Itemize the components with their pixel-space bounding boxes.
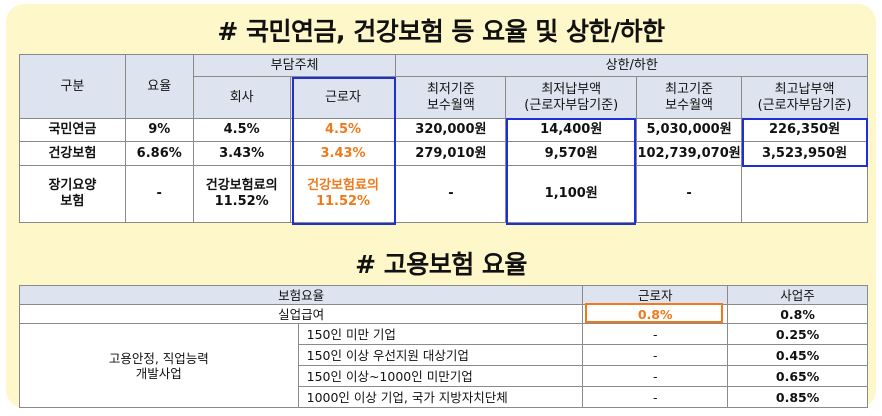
row-min-base: 320,000원 <box>395 118 507 142</box>
header-insurance-rate: 보험요율 <box>18 285 584 305</box>
row-min-pay: 9,570원 <box>505 141 638 166</box>
header-max-pay: 최고납부액 (근로자부담기준) <box>741 76 868 119</box>
row-min-base: 279,010원 <box>395 141 507 166</box>
row-worker: 건강보험료의 11.52% <box>289 165 397 223</box>
header-max-base: 최고기준 보수월액 <box>636 76 743 119</box>
header-employer: 사업주 <box>727 285 868 305</box>
row-employer: 0.65% <box>727 365 868 387</box>
table-row: 150인 이상 우선지원 대상기업 - 0.45% <box>20 344 868 366</box>
row-employer: 0.85% <box>727 386 868 408</box>
header-burden: 부담주체 <box>192 54 397 77</box>
header-worker: 근로자 <box>289 76 397 119</box>
row-worker: 0.8% <box>582 304 729 324</box>
header-company: 회사 <box>192 76 291 119</box>
page-title: # 국민연금, 건강보험 등 요율 및 상한/하한 <box>217 17 665 46</box>
row-company: 4.5% <box>192 118 291 142</box>
row-rate: 6.86% <box>124 141 194 166</box>
row-min-pay: 1,100원 <box>505 165 638 223</box>
table-row: 고용안정, 직업능력 개발사업 150인 미만 기업 - 0.25% <box>19 323 868 408</box>
section-title: # 고용보험 요율 <box>355 250 527 279</box>
header-min-pay: 최저납부액 (근로자부담기준) <box>505 76 638 119</box>
row-worker: - <box>582 386 729 408</box>
row-min-pay: 14,400원 <box>505 118 638 142</box>
stability-label: 고용안정, 직업능력 개발사업 <box>19 323 299 408</box>
row-rate: - <box>124 165 194 223</box>
table-row: 건강보험 6.86% 3.43% 3.43% 279,010원 9,570원 1… <box>19 141 868 166</box>
row-employer: 0.8% <box>727 304 868 324</box>
employment-insurance-table: 보험요율 근로자 사업주 실업급여 0.8% 0.8% 고용안정, 직업능력 개… <box>18 285 868 408</box>
row-name: 건강보험 <box>19 141 126 166</box>
row-worker: 3.43% <box>289 141 397 166</box>
table-row: 장기요양 보험 - 건강보험료의 11.52% 건강보험료의 11.52% - … <box>19 165 868 223</box>
row-company: 3.43% <box>192 141 291 166</box>
header-category: 구분 <box>19 54 126 119</box>
table-row: 1000인 이상 기업, 국가 지방자치단체 - 0.85% <box>20 386 868 408</box>
row-label: 150인 미만 기업 <box>297 323 584 345</box>
row-max-pay: 226,350원 <box>741 118 868 142</box>
row-name: 국민연금 <box>19 118 126 142</box>
header-rate: 요율 <box>124 54 194 119</box>
row-min-base: - <box>395 165 507 223</box>
row-label: 실업급여 <box>18 304 584 324</box>
row-max-base: - <box>636 165 743 223</box>
header-min-base: 최저기준 보수월액 <box>395 76 507 119</box>
insurance-rates-table: 구분 요율 부담주체 상한/하한 회사 근로자 최저기준 보수월액 최저납부액 … <box>19 54 868 223</box>
row-label: 150인 이상~1000인 미만기업 <box>297 365 584 387</box>
header-worker: 근로자 <box>582 285 729 305</box>
row-employer: 0.25% <box>727 323 868 345</box>
row-worker: - <box>582 344 729 366</box>
row-worker: 4.5% <box>289 118 397 142</box>
row-max-pay: 3,523,950원 <box>741 141 868 166</box>
row-rate: 9% <box>124 118 194 142</box>
table-row: 실업급여 0.8% 0.8% <box>18 304 868 324</box>
table-row: 국민연금 9% 4.5% 4.5% 320,000원 14,400원 5,030… <box>19 118 868 142</box>
row-max-base: 5,030,000원 <box>636 118 743 142</box>
row-employer: 0.45% <box>727 344 868 366</box>
header-limits: 상한/하한 <box>395 54 868 77</box>
row-worker: - <box>582 365 729 387</box>
row-max-pay <box>741 165 868 223</box>
row-max-base: 102,739,070원 <box>636 141 743 166</box>
row-label: 1000인 이상 기업, 국가 지방자치단체 <box>297 386 584 408</box>
row-label: 150인 이상 우선지원 대상기업 <box>297 344 584 366</box>
row-worker: - <box>582 323 729 345</box>
row-company: 건강보험료의 11.52% <box>192 165 291 223</box>
row-name: 장기요양 보험 <box>19 165 126 223</box>
